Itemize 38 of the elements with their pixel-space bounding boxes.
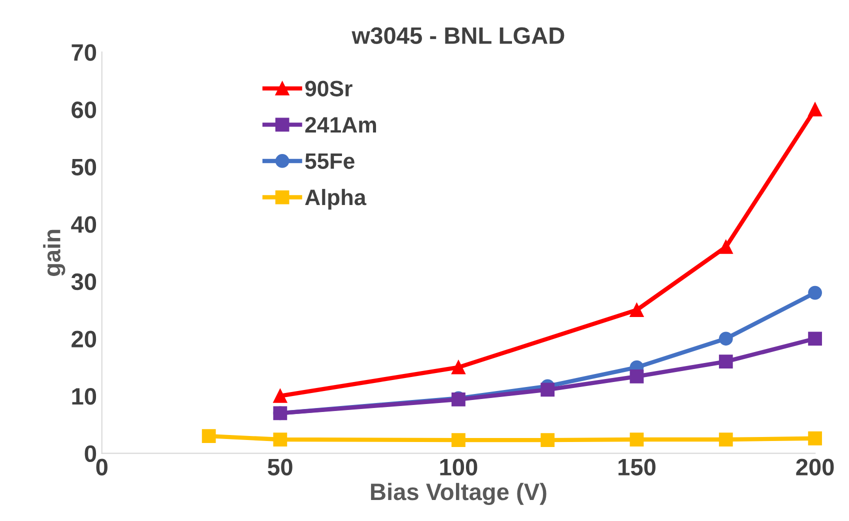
point xyxy=(718,432,733,446)
x-tick-label: 150 xyxy=(618,458,656,476)
point xyxy=(630,303,644,317)
point xyxy=(202,429,216,444)
point xyxy=(718,240,733,254)
point xyxy=(718,332,733,346)
x-tick-label: 100 xyxy=(440,458,478,476)
legend-label: 90Sr xyxy=(305,80,352,96)
y-tick-label: 40 xyxy=(71,216,96,233)
point xyxy=(808,332,822,346)
legend-label: 55Fe xyxy=(305,153,354,169)
point xyxy=(452,433,466,448)
x-tick-label: 50 xyxy=(268,458,292,476)
y-tick-label: 10 xyxy=(72,388,96,405)
point xyxy=(630,370,644,384)
point xyxy=(808,102,822,116)
chart-title: w3045 - BNL LGAD xyxy=(352,27,564,44)
y-tick-label: 0 xyxy=(84,445,96,462)
x-axis-title: Bias Voltage (V) xyxy=(371,482,546,506)
point xyxy=(808,286,822,300)
legend-label: 241Am xyxy=(305,116,376,132)
point xyxy=(808,431,822,446)
point xyxy=(540,433,555,448)
y-tick-label: 60 xyxy=(72,101,96,118)
point xyxy=(273,389,288,403)
x-tick-label: 200 xyxy=(796,458,834,476)
legend-label: Alpha xyxy=(305,188,366,210)
point xyxy=(273,432,288,446)
y-tick-label: 50 xyxy=(71,158,96,176)
point xyxy=(540,382,555,397)
point xyxy=(452,360,466,374)
y-tick-label: 30 xyxy=(71,273,96,290)
y-axis-title: gain xyxy=(43,230,66,276)
point xyxy=(630,432,644,446)
y-tick-label: 70 xyxy=(72,44,96,61)
y-tick-label: 20 xyxy=(72,330,96,348)
point xyxy=(718,354,733,369)
x-tick-label: 0 xyxy=(96,458,108,476)
